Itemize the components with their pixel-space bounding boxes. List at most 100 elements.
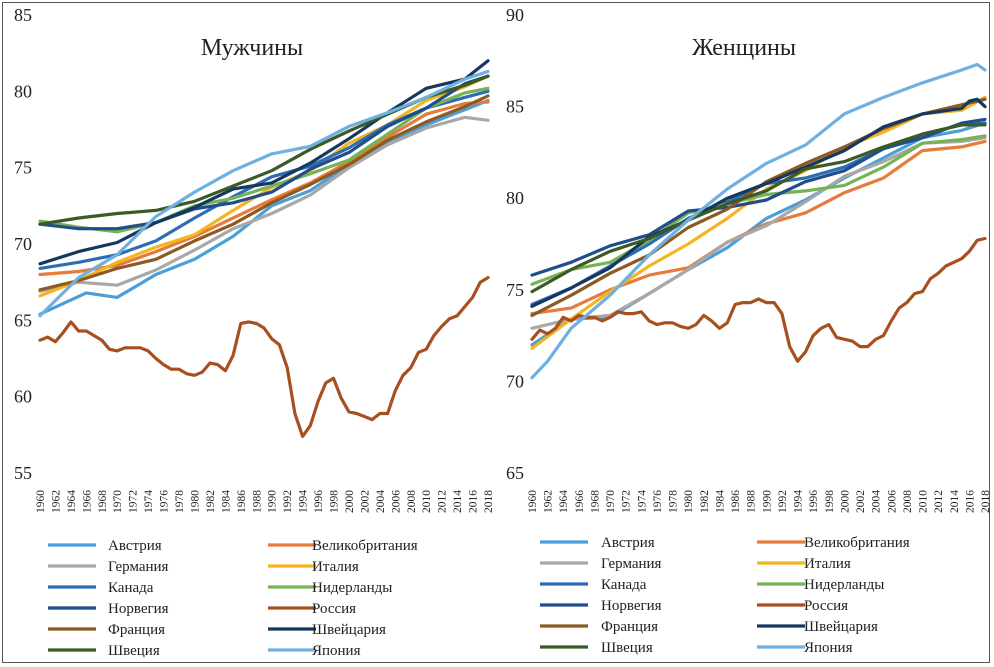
series-line-russia <box>38 276 490 438</box>
x-tick-label: 2004 <box>375 490 387 513</box>
chart-title: Мужчины <box>201 35 303 61</box>
legend-label-canada: Канада <box>108 580 154 596</box>
legend-label-italy: Италия <box>312 559 359 575</box>
legend-label-netherlands: Нидерланды <box>312 580 392 596</box>
x-tick-label: 1980 <box>189 490 201 513</box>
x-tick-label: 1962 <box>50 490 62 513</box>
x-tick-label: 1984 <box>714 490 726 513</box>
legend-label-france: Франция <box>601 619 658 635</box>
y-tick-label: 85 <box>14 5 32 25</box>
x-tick-label: 1998 <box>824 490 836 513</box>
x-tick-label: 1996 <box>808 490 820 513</box>
x-tick-label: 1962 <box>543 490 555 513</box>
legend: Австрия Великобритания Германия Италия Канад… <box>540 535 910 656</box>
x-tick-label: 2008 <box>406 490 418 513</box>
x-tick-label: 2010 <box>421 490 433 513</box>
x-tick-label: 1996 <box>313 490 325 513</box>
x-tick-label: 1970 <box>112 490 124 513</box>
x-tick-label: 1998 <box>329 490 341 513</box>
x-tick-label: 2012 <box>437 490 449 513</box>
x-tick-label: 2002 <box>359 490 371 513</box>
y-tick-label: 75 <box>506 280 524 300</box>
series-line-norway <box>38 74 490 231</box>
x-tick-label: 1988 <box>746 490 758 513</box>
x-tick-label: 2006 <box>390 490 402 513</box>
x-tick-label: 1990 <box>267 490 279 513</box>
x-tick-label: 2004 <box>871 490 883 513</box>
legend-label-germany: Германия <box>108 559 169 575</box>
series-line-austria <box>38 98 490 316</box>
x-tick-label: 1986 <box>236 490 248 513</box>
series-line-uk <box>38 100 490 277</box>
legend-label-uk: Великобритания <box>312 538 418 554</box>
legend-label-uk: Великобритания <box>804 535 910 551</box>
series-line-switzerland <box>530 97 987 308</box>
x-tick-label: 1966 <box>574 490 586 513</box>
series-line-netherlands <box>530 134 987 286</box>
y-tick-label: 80 <box>14 81 32 101</box>
y-tick-label: 85 <box>506 97 524 117</box>
y-tick-label: 80 <box>506 188 524 208</box>
legend-label-norway: Норвегия <box>601 598 662 614</box>
x-tick-label: 1990 <box>761 490 773 513</box>
x-tick-label: 1982 <box>699 490 711 513</box>
series-line-switzerland <box>38 59 490 266</box>
legend-label-switzerland: Швейцария <box>312 622 386 638</box>
y-tick-label: 70 <box>14 234 32 254</box>
series-line-russia <box>530 236 987 363</box>
y-tick-label: 55 <box>14 463 32 483</box>
x-tick-label: 2006 <box>886 490 898 513</box>
y-tick-label: 70 <box>506 371 524 391</box>
x-tick-label: 1974 <box>143 490 155 513</box>
series-line-japan <box>530 62 987 380</box>
x-tick-label: 2016 <box>468 490 480 513</box>
legend-label-japan: Япония <box>804 640 853 656</box>
x-tick-label: 1972 <box>128 490 140 513</box>
x-tick-label: 2010 <box>918 490 930 513</box>
legend-label-canada: Канада <box>601 577 647 593</box>
x-tick-label: 1970 <box>605 490 617 513</box>
series-line-norway <box>530 117 987 277</box>
x-tick-label: 1980 <box>683 490 695 513</box>
legend-label-sweden: Швеция <box>108 643 160 659</box>
x-tick-label: 2018 <box>980 490 992 513</box>
x-tick-label: 1986 <box>730 490 742 513</box>
x-tick-label: 1988 <box>251 490 263 513</box>
series-line-germany <box>38 115 490 293</box>
x-tick-label: 2002 <box>855 490 867 513</box>
x-tick-label: 2012 <box>933 490 945 513</box>
legend-label-austria: Австрия <box>108 538 162 554</box>
y-tick-label: 65 <box>506 463 524 483</box>
x-tick-label: 2014 <box>949 490 961 513</box>
chart-title: Женщины <box>692 35 796 61</box>
y-tick-label: 90 <box>506 5 524 25</box>
x-tick-label: 1984 <box>220 490 232 513</box>
x-tick-label: 1994 <box>298 490 310 513</box>
chart-panel-1: 55 60 65 70 75 80 85 1960 1962 1964 1966 1968 1970 19… <box>14 5 495 659</box>
legend-label-germany: Германия <box>601 556 662 572</box>
x-tick-label: 1978 <box>174 490 186 513</box>
x-tick-label: 1960 <box>527 490 539 513</box>
x-tick-label: 2016 <box>964 490 976 513</box>
legend-label-switzerland: Швейцария <box>804 619 878 635</box>
x-tick-label: 1974 <box>636 490 648 513</box>
x-tick-label: 1966 <box>81 490 93 513</box>
legend-label-sweden: Швеция <box>601 640 653 656</box>
series-line-japan <box>38 69 490 318</box>
legend-label-russia: Россия <box>312 601 356 617</box>
x-tick-label: 1994 <box>793 490 805 513</box>
series-line-sweden <box>530 123 987 294</box>
y-tick-label: 60 <box>14 387 32 407</box>
x-tick-label: 1964 <box>558 490 570 513</box>
legend: Австрия Великобритания Германия Италия Канад… <box>48 538 418 659</box>
x-tick-label: 1982 <box>205 490 217 513</box>
x-tick-label: 2000 <box>344 490 356 513</box>
legend-label-norway: Норвегия <box>108 601 169 617</box>
y-tick-label: 75 <box>14 158 32 178</box>
legend-label-netherlands: Нидерланды <box>804 577 884 593</box>
x-tick-label: 1964 <box>66 490 78 513</box>
